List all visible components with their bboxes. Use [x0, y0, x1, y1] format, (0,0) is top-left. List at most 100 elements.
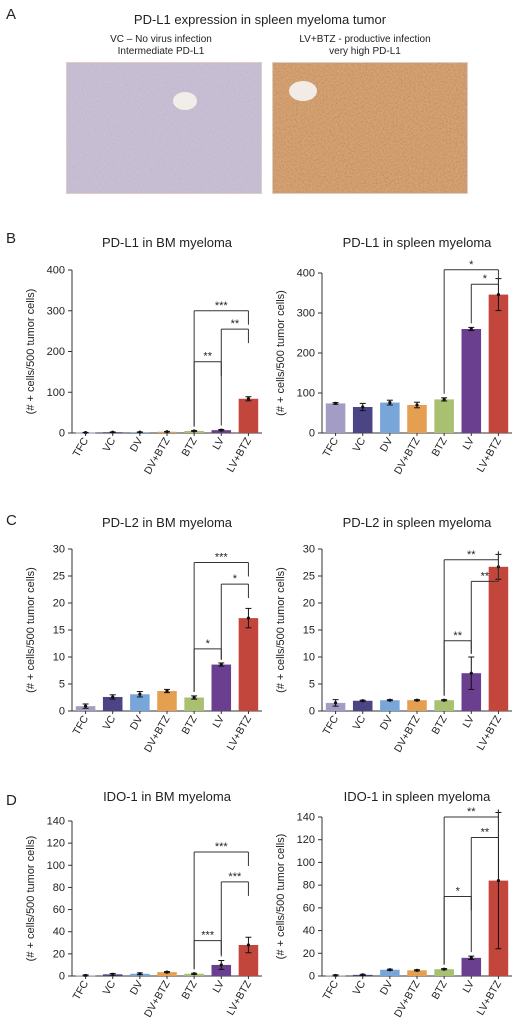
- chart5-x-tick-label: DV+BTZ: [142, 978, 173, 1020]
- chart6-title: IDO-1 in spleen myeloma: [344, 789, 491, 804]
- chart2-x-tick-label: TFC: [321, 435, 342, 459]
- chart3-significance-label: *: [233, 573, 238, 585]
- chart3-y-tick-label: 0: [59, 706, 65, 718]
- chart4-x-tick-label: BTZ: [429, 713, 450, 737]
- chart3-x-tick-label: DV: [128, 714, 146, 733]
- chart2-mean-point: [442, 397, 446, 401]
- chart5-y-tick-label: 80: [53, 882, 65, 894]
- chart6-bar-dv: [380, 969, 400, 976]
- chart2-x-tick-label: VC: [351, 435, 369, 454]
- chart3-x-tick-label: BTZ: [179, 713, 200, 737]
- chart6-y-tick-label: 120: [297, 834, 315, 846]
- chart6-y-tick-label: 80: [303, 880, 315, 892]
- chart4-significance-label: **: [481, 570, 490, 582]
- chart6-y-tick-label: 140: [297, 812, 315, 824]
- micrograph-vc-image: [66, 62, 262, 194]
- chart3-significance-label: *: [206, 638, 211, 650]
- chart4-y-tick-label: 5: [309, 679, 315, 691]
- chart4-title: PD-L2 in spleen myeloma: [343, 515, 493, 530]
- chart1-y-tick-label: 300: [47, 305, 65, 317]
- chart5-bar-dv-plus-btz: [157, 972, 177, 976]
- chart5-mean-point: [219, 963, 223, 967]
- chart2-bar-dv-plus-btz: [407, 405, 427, 433]
- chart6-significance-label: **: [481, 826, 490, 838]
- chart1-x-tick-label: VC: [101, 435, 119, 454]
- chart2-mean-point: [333, 401, 338, 405]
- chart2-mean-point: [415, 403, 419, 407]
- chart6-mean-point: [333, 973, 338, 978]
- panel-letter-a: A: [6, 6, 17, 23]
- chart6-mean-point: [415, 968, 419, 972]
- chart5-significance-label: ***: [215, 841, 229, 853]
- chart2-bar-btz: [434, 399, 454, 433]
- chart5-y-tick-label: 0: [59, 971, 65, 983]
- chart5-y-axis-label: (# + cells/500 tumor cells): [25, 836, 37, 962]
- chart5-mean-point: [138, 972, 142, 976]
- micrograph-right-caption: LV+BTZ - productive infection very high …: [270, 34, 460, 58]
- chart1-mean-point: [219, 428, 223, 432]
- chart5-mean-point: [111, 972, 115, 976]
- chart5-x-tick-label: LV+BTZ: [225, 978, 255, 1017]
- chart5-significance-label: ***: [228, 871, 242, 883]
- chart2-x-tick-label: LV+BTZ: [475, 435, 505, 474]
- panel-letter-c: C: [6, 512, 17, 529]
- chart1-mean-point: [165, 430, 169, 434]
- chart4-y-axis-label: (# + cells/500 tumor cells): [275, 567, 287, 693]
- chart5-y-tick-label: 20: [53, 948, 65, 960]
- chart3-mean-point: [246, 616, 251, 620]
- chart2-bar-tfc: [325, 403, 346, 433]
- chart3-y-tick-label: 15: [53, 625, 65, 637]
- chart3-mean-point: [219, 662, 223, 667]
- chart2-y-tick-label: 400: [297, 268, 315, 280]
- chart4-mean-point: [469, 671, 473, 675]
- chart5-y-tick-label: 120: [47, 838, 65, 850]
- chart1-mean-point: [246, 397, 251, 401]
- chart4-y-tick-label: 10: [303, 652, 315, 664]
- chart3-title: PD-L2 in BM myeloma: [102, 515, 233, 530]
- chart6-x-tick-label: LV+BTZ: [475, 978, 505, 1017]
- chart6-x-tick-label: BTZ: [429, 978, 450, 1002]
- chart1-x-tick-label: DV: [128, 436, 146, 455]
- micrograph-right-caption-line1: LV+BTZ - productive infection: [299, 34, 431, 45]
- chart2-bar-lv: [461, 329, 482, 433]
- chart2-x-tick-label: DV: [378, 436, 396, 455]
- chart1-mean-point: [83, 430, 88, 435]
- panel-a-title: PD-L1 expression in spleen myeloma tumor: [133, 12, 387, 27]
- chart3-x-tick-label: LV+BTZ: [225, 713, 255, 752]
- chart6-x-tick-label: LV: [460, 979, 476, 995]
- chart1-x-tick-label: TFC: [71, 435, 92, 459]
- chart6-bar-dv-plus-btz: [407, 970, 427, 976]
- chart1-x-tick-label: BTZ: [179, 435, 200, 459]
- chart2-y-tick-label: 100: [297, 388, 315, 400]
- chart4-y-tick-label: 15: [303, 625, 315, 637]
- chart2-y-tick-label: 200: [297, 348, 315, 360]
- chart3-significance-label: ***: [215, 552, 229, 564]
- chart4-significance-label: **: [467, 549, 476, 561]
- chart4-y-tick-label: 25: [303, 571, 315, 583]
- chart4-x-tick-label: DV+BTZ: [392, 713, 423, 755]
- chart3-mean-point: [165, 689, 169, 693]
- chart1-significance-label: **: [203, 351, 212, 363]
- chart3-x-tick-label: TFC: [71, 713, 92, 737]
- chart3-bar-lv: [211, 664, 232, 711]
- chart4-y-tick-label: 30: [303, 544, 315, 556]
- chart2-x-tick-label: BTZ: [429, 435, 450, 459]
- chart5-y-tick-label: 40: [53, 926, 65, 938]
- chart5-x-tick-label: LV: [210, 979, 226, 995]
- chart2-bar-lv-plus-btz: [488, 294, 509, 433]
- chart2-mean-point: [469, 327, 473, 331]
- chart2-bar-vc: [352, 407, 373, 433]
- chart5-y-tick-label: 100: [47, 860, 65, 872]
- chart1-mean-point: [138, 430, 142, 434]
- chart5-y-tick-label: 140: [47, 816, 65, 828]
- chart3-bar-dv: [130, 694, 150, 711]
- chart2-mean-point: [388, 401, 392, 405]
- chart3-x-tick-label: DV+BTZ: [142, 713, 173, 755]
- chart5-y-tick-label: 60: [53, 904, 65, 916]
- chart3-x-tick-label: LV: [210, 714, 226, 730]
- chart1-y-tick-label: 0: [59, 428, 65, 440]
- chart4-bar-tfc: [325, 702, 346, 711]
- chart4-bar-lv-plus-btz: [488, 566, 509, 711]
- chart5-mean-point: [192, 972, 196, 976]
- chart5-mean-point: [165, 970, 169, 974]
